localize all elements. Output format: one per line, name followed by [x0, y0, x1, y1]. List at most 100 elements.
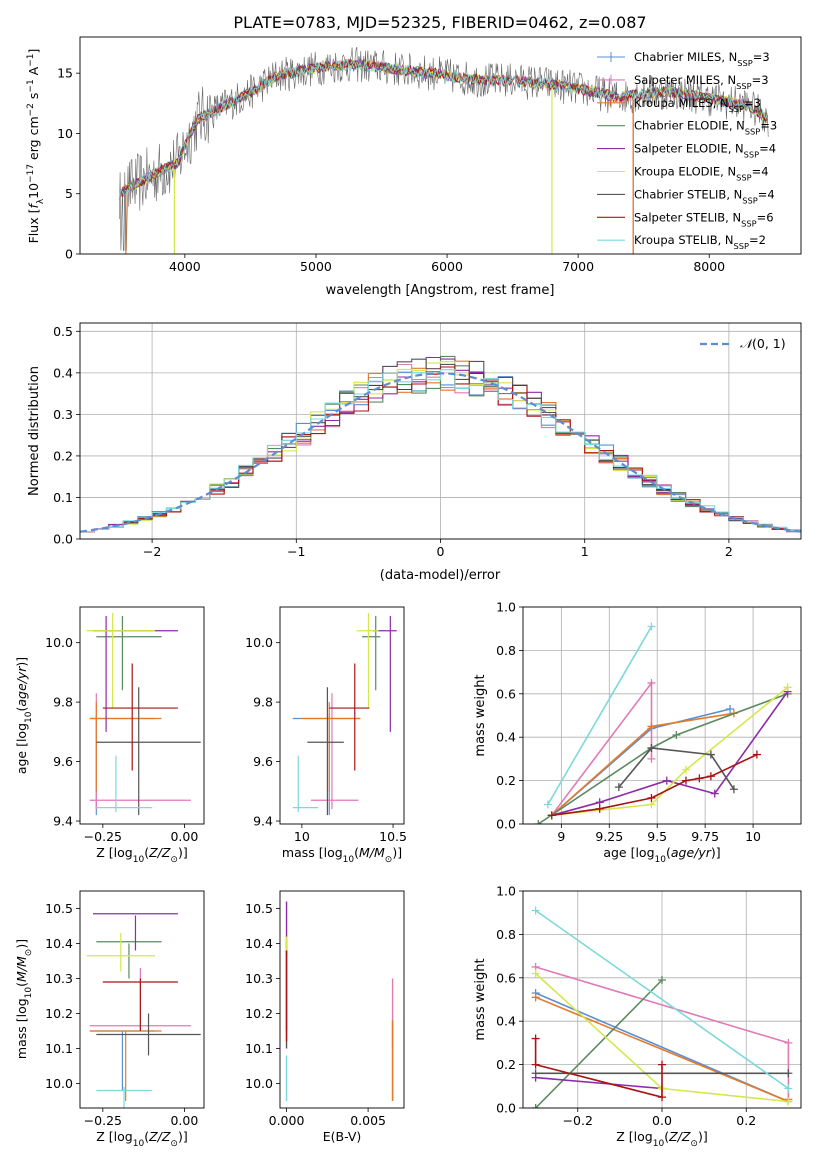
y-tick-label: 0.2 [496, 773, 516, 788]
y-tick-label: 15 [57, 66, 73, 81]
y-tick-label: 0 [65, 247, 73, 262]
weight-point [658, 1093, 666, 1102]
x-axis-label: (data-model)/error [380, 568, 501, 583]
x-tick-label: 0.005 [350, 1113, 386, 1128]
y-tick-label: 10.0 [245, 635, 273, 650]
y-tick-label: 0.4 [53, 365, 73, 380]
y-axis-label: Flux [fλ10−17 erg cm−2 s−1 A−1] [26, 49, 46, 244]
axes-frame [279, 606, 405, 825]
legend-label: Salpeter STELIB, NSSP=6 [634, 210, 774, 228]
legend-label: Chabrier MILES, NSSP=3 [634, 50, 770, 68]
weight-point [531, 1069, 540, 1078]
x-tick-label: 10.5 [379, 829, 407, 844]
y-tick-label: 1.0 [496, 884, 516, 899]
plot-area [80, 355, 801, 533]
y-tick-label: 10.2 [45, 1006, 73, 1021]
weight-point [647, 744, 656, 753]
weight-vs-age-panel: 9 9.25 9.5 9.75 10 0.0 0.2 0.4 0.6 0.8 1.0 age [log… [473, 600, 802, 865]
weight-series-line [618, 747, 735, 790]
x-tick-label: 9.5 [647, 829, 667, 844]
normal-reference-curve [80, 372, 801, 533]
y-tick-label: 9.4 [253, 814, 273, 829]
axes-frame [279, 890, 405, 1109]
weight-point [662, 776, 671, 785]
y-tick-label: 10.1 [45, 1041, 73, 1056]
x-tick-label: −0.25 [84, 829, 122, 844]
y-tick-label: 10.4 [245, 936, 273, 951]
legend-label: Chabrier ELODIE, NSSP=3 [634, 119, 777, 137]
ticks: 9 9.25 9.5 9.75 10 0.0 0.2 0.4 0.6 0.8 1.0 [496, 600, 761, 845]
x-tick-label: 4000 [169, 259, 201, 274]
legend-label: Salpeter MILES, NSSP=3 [634, 73, 769, 91]
ticks: 0.000 0.005 10.0 10.1 10.2 10.3 10.4 10.5 [245, 901, 386, 1128]
weight-point [726, 704, 735, 713]
model-spectrum [118, 58, 768, 200]
weight-point [658, 1060, 666, 1069]
weight-series-line [535, 979, 663, 1108]
y-tick-label: 9.8 [253, 695, 273, 710]
legend-label: Kroupa ELODIE, NSSP=4 [634, 165, 769, 183]
weight-point [614, 783, 623, 792]
plot-area [86, 913, 201, 1108]
y-tick-label: 10.5 [245, 901, 273, 916]
y-tick-label: 10.1 [245, 1041, 273, 1056]
ticks: −0.25 0.00 10.0 10.1 10.2 10.3 10.4 10.5 [45, 901, 198, 1128]
x-tick-label: 9 [557, 829, 565, 844]
x-axis-label: Z [log10(Z/Z⊙)] [616, 1129, 707, 1149]
weight-point [729, 785, 738, 794]
x-tick-label: 0.000 [269, 1113, 305, 1128]
plot-area [118, 46, 769, 254]
x-tick-label: 10 [745, 829, 761, 844]
y-tick-label: 0.4 [496, 1014, 516, 1029]
weight-point [531, 1104, 540, 1108]
weight-point [531, 1060, 540, 1069]
y-tick-label: 9.4 [53, 814, 73, 829]
weight-series-line [535, 909, 789, 1090]
weight-point [534, 820, 543, 824]
x-axis-label: age [log10(age/yr)] [603, 845, 720, 865]
x-tick-label: 0.0 [652, 1113, 672, 1128]
axes-frame [79, 322, 802, 540]
x-tick-label: 10 [294, 829, 310, 844]
x-axis-label: E(B-V) [323, 1129, 362, 1144]
y-tick-label: 0.8 [496, 643, 516, 658]
weight-point [547, 811, 556, 820]
y-tick-label: 9.6 [53, 754, 73, 769]
y-tick-label: 5 [65, 186, 73, 201]
age-vs-mass-panel: 10 10.5 9.4 9.6 9.8 10.0 mass [log10(M/M⊙)] [245, 606, 407, 865]
weight-point [706, 772, 715, 781]
weight-point [784, 1038, 793, 1047]
weight-point [647, 754, 656, 763]
x-tick-label: 2 [725, 544, 733, 559]
axes-frame [522, 606, 802, 825]
axes-frame [79, 36, 802, 255]
y-tick-label: 0.5 [53, 324, 73, 339]
weight-series-line [534, 1038, 663, 1099]
residual-histogram [80, 369, 801, 533]
spectrum-panel: 4000 5000 6000 7000 8000 0 5 10 15 wavelength [An… [26, 36, 802, 298]
weight-point [784, 1069, 793, 1078]
weight-point [531, 993, 540, 1002]
y-tick-label: 10.4 [45, 936, 73, 951]
x-tick-label: 0.2 [736, 1113, 756, 1128]
weight-point [531, 1034, 540, 1043]
y-tick-label: 10.0 [45, 1076, 73, 1091]
y-tick-label: 0.0 [53, 532, 73, 547]
weight-series-line [535, 996, 789, 1103]
weight-series-line [535, 1076, 663, 1090]
legend-label: Kroupa MILES, NSSP=3 [634, 96, 761, 114]
x-tick-label: −0.25 [84, 1113, 122, 1128]
plot-area [285, 901, 394, 1101]
y-tick-label: 9.6 [253, 754, 273, 769]
y-tick-label: 10.3 [245, 971, 273, 986]
weight-series-line [551, 680, 653, 816]
y-tick-label: 9.8 [53, 695, 73, 710]
weight-point [658, 975, 666, 984]
weight-series-line [537, 693, 788, 824]
axes-frame [79, 890, 205, 1109]
y-tick-label: 0.3 [53, 407, 73, 422]
weight-series-line [547, 626, 653, 805]
y-tick-label: 0.2 [496, 1057, 516, 1072]
ticks: −0.2 0.0 0.2 0.0 0.2 0.4 0.6 0.8 1.0 [496, 884, 756, 1129]
y-tick-label: 0.0 [496, 817, 516, 832]
